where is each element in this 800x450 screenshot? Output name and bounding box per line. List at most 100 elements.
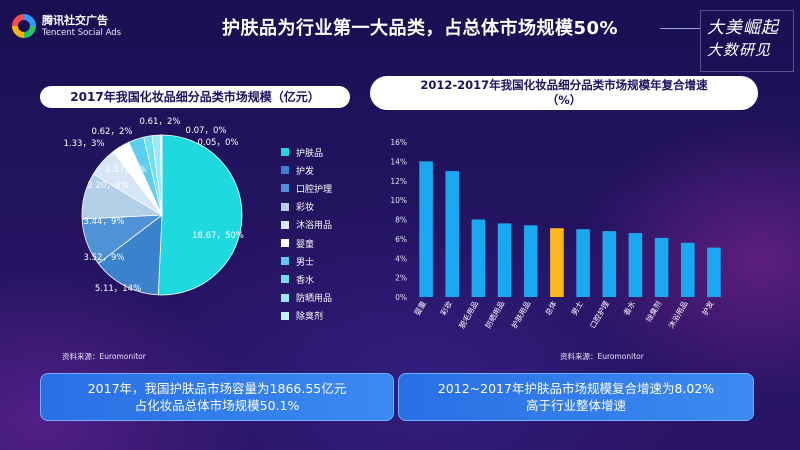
pie-data-label: 1.33，3% — [64, 139, 105, 149]
legend-label: 护肤品 — [296, 148, 324, 159]
pie-data-label: 3.44，9% — [84, 217, 125, 227]
tencent-social-ads-logo: 腾讯社交广告 Tencent Social Ads — [8, 10, 148, 46]
pie-slice — [97, 214, 163, 296]
legend-item: 除臭剂 — [281, 307, 381, 325]
legend-label: 除臭剂 — [296, 312, 324, 323]
legend-item: 男士 — [281, 252, 381, 270]
x-category-label: 防晒用品 — [483, 299, 507, 330]
left-summary-box: 2017年，我国护肤品市场容量为1866.55亿元 占化妆品总体市场规模50.1… — [40, 373, 394, 421]
left-summary-line-2: 占化妆品总体市场规模50.1% — [134, 398, 300, 413]
legend-item: 沐浴用品 — [281, 216, 381, 234]
legend-swatch — [281, 148, 289, 157]
bar — [654, 237, 669, 297]
legend-swatch — [281, 257, 289, 266]
legend-swatch — [281, 202, 289, 211]
pie-data-label: 0.07，0% — [186, 126, 227, 136]
pie-data-label: 0.61，2% — [140, 117, 181, 127]
legend-swatch — [281, 293, 289, 302]
title-divider — [660, 28, 700, 29]
legend-label: 防晒用品 — [296, 294, 333, 305]
bar — [707, 247, 721, 297]
legend-item: 防晒用品 — [281, 289, 381, 307]
bar — [628, 233, 643, 297]
pie-data-label: 5.11，14% — [95, 284, 141, 294]
bar — [602, 231, 617, 297]
brand-line-2: 大数研见 — [707, 41, 772, 59]
legend-swatch — [281, 220, 289, 229]
y-tick-label: 8% — [395, 216, 407, 225]
bar-chart-title-line-1: 2012-2017年我国化妆品细分品类市场规模年复合增速 — [420, 78, 708, 92]
legend-item: 婴童 — [281, 234, 381, 252]
x-category-label: 婴童 — [412, 299, 428, 317]
y-tick-label: 4% — [395, 254, 407, 263]
right-summary-box: 2012~2017年护肤品市场规模复合增速为8.02% 高于行业整体增速 — [398, 373, 754, 421]
market-size-pie-chart: 18.67，50% 5.11，14% 3.52，9% 3.44，9% 2.20，6% 1.… — [64, 117, 244, 296]
pie-data-label: 3.52，9% — [84, 253, 125, 263]
y-tick-label: 10% — [390, 196, 407, 205]
legend-label: 男士 — [296, 257, 315, 268]
pie-data-label: 2.20，6% — [88, 181, 129, 191]
x-category-label: 护肤用品 — [509, 299, 533, 330]
cagr-bar-chart: 0% 2% 4% 6% 8% 10% 12% 14% 16% 婴童 彩妆 脱毛用品 防晒用品 护肤用品 总体… — [390, 138, 721, 330]
y-tick-label: 2% — [395, 274, 407, 283]
x-category-label: 总体 — [542, 299, 558, 317]
pie-legend: 护肤品护发口腔护理彩妆沐浴用品婴童男士香水防晒用品除臭剂 — [281, 143, 381, 325]
legend-swatch — [281, 275, 289, 284]
pie-data-label: 18.67，50% — [192, 231, 244, 241]
legend-item: 香水 — [281, 270, 381, 288]
x-category-label: 脱毛用品 — [456, 299, 480, 330]
x-category-label: 香水 — [621, 299, 637, 317]
legend-item: 彩妆 — [281, 198, 381, 216]
y-tick-label: 16% — [390, 138, 407, 147]
x-category-label: 口腔护理 — [587, 299, 611, 330]
legend-swatch — [281, 166, 289, 175]
logo-icon — [12, 14, 36, 38]
x-category-label: 沐浴用品 — [666, 299, 690, 330]
bar — [680, 242, 695, 297]
y-tick-label: 14% — [390, 157, 407, 166]
bar — [471, 219, 486, 297]
bar-chart-title: 2012-2017年我国化妆品细分品类市场规模年复合增速 （%） — [370, 76, 758, 110]
x-category-label: 男士 — [569, 299, 585, 317]
page-title: 护肤品为行业第一大品类，占总体市场规模50% — [221, 18, 619, 39]
legend-swatch — [281, 184, 289, 193]
left-summary-line-1: 2017年，我国护肤品市场容量为1866.55亿元 — [87, 381, 347, 396]
legend-item: 口腔护理 — [281, 179, 381, 197]
legend-label: 口腔护理 — [296, 184, 333, 195]
y-tick-label: 12% — [390, 177, 407, 186]
bar — [523, 225, 538, 297]
logo-text-cn: 腾讯社交广告 — [42, 14, 108, 27]
pie-slice — [160, 134, 163, 216]
legend-label: 护发 — [296, 166, 315, 177]
right-summary-line-1: 2012~2017年护肤品市场规模复合增速为8.02% — [437, 381, 715, 396]
legend-item: 护发 — [281, 161, 381, 179]
bar — [576, 229, 590, 297]
y-tick-label: 6% — [395, 235, 407, 244]
brand-line-1: 大美崛起 — [707, 18, 779, 38]
pie-data-label: 0.05，0% — [198, 138, 239, 148]
bar — [497, 223, 512, 297]
campaign-brand-mark: 大美崛起 大数研见 — [700, 10, 794, 72]
pie-data-label: 1.17，5% — [106, 165, 147, 175]
left-source-note: 资料来源：Euromonitor — [62, 352, 146, 361]
x-category-label: 彩妆 — [438, 299, 454, 317]
bar — [419, 161, 433, 297]
pie-slice — [157, 134, 243, 296]
x-category-label: 护发 — [699, 299, 715, 317]
y-tick-label: 0% — [395, 293, 407, 302]
logo-text-en: Tencent Social Ads — [42, 28, 122, 38]
legend-swatch — [281, 239, 289, 248]
pie-chart-title: 2017年我国化妆品细分品类市场规模（亿元） — [40, 86, 350, 108]
bar-chart-title-line-2: （%） — [546, 93, 582, 107]
bar — [445, 171, 460, 297]
legend-swatch — [281, 311, 289, 320]
legend-label: 彩妆 — [296, 203, 315, 214]
pie-data-label: 0.62，2% — [92, 127, 133, 137]
x-category-label: 除臭剂 — [643, 299, 663, 323]
legend-label: 沐浴用品 — [296, 221, 333, 232]
right-source-note: 资料来源：Euromonitor — [560, 352, 644, 361]
bar — [550, 228, 564, 297]
right-summary-line-2: 高于行业整体增速 — [525, 398, 626, 413]
legend-label: 香水 — [296, 275, 315, 286]
